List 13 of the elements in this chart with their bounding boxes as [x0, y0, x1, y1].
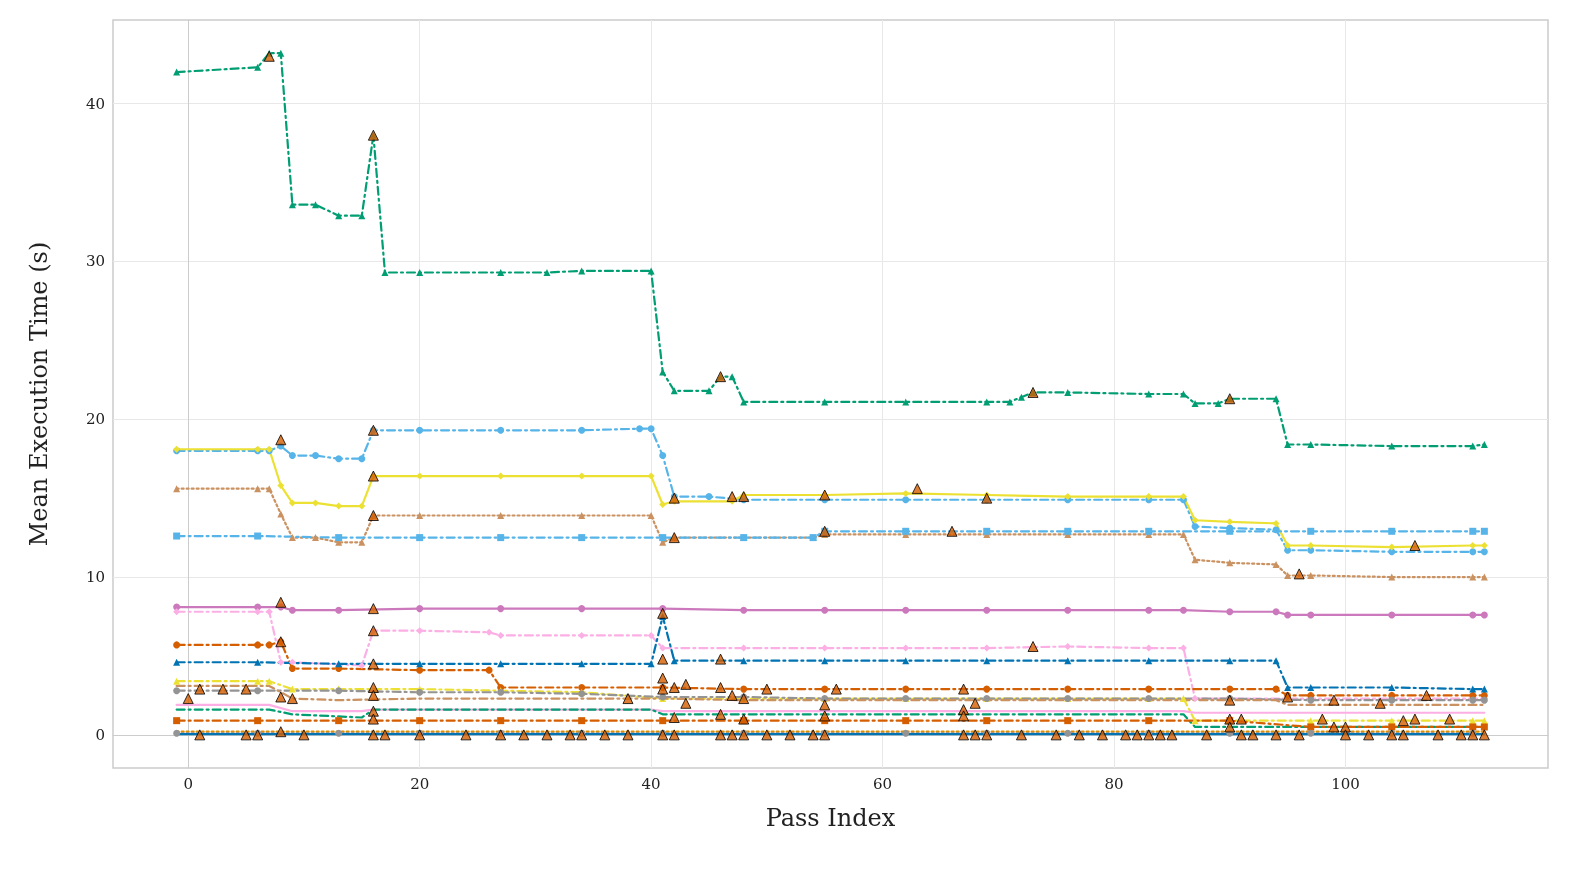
x-tick-label: 20	[410, 774, 430, 793]
y-axis-title: Mean Execution Time (s)	[25, 241, 53, 547]
y-tick-label: 40	[85, 94, 105, 113]
y-tick-label: 30	[85, 252, 105, 271]
x-tick-label: 80	[1104, 774, 1124, 793]
x-tick-label: 100	[1331, 774, 1360, 793]
y-tick-label: 0	[95, 725, 105, 744]
x-tick-label: 60	[873, 774, 893, 793]
x-axis-title: Pass Index	[765, 804, 896, 832]
y-tick-label: 20	[85, 410, 105, 429]
x-tick-label: 0	[183, 774, 193, 793]
x-tick-label: 40	[641, 774, 661, 793]
y-tick-label: 10	[85, 568, 105, 587]
